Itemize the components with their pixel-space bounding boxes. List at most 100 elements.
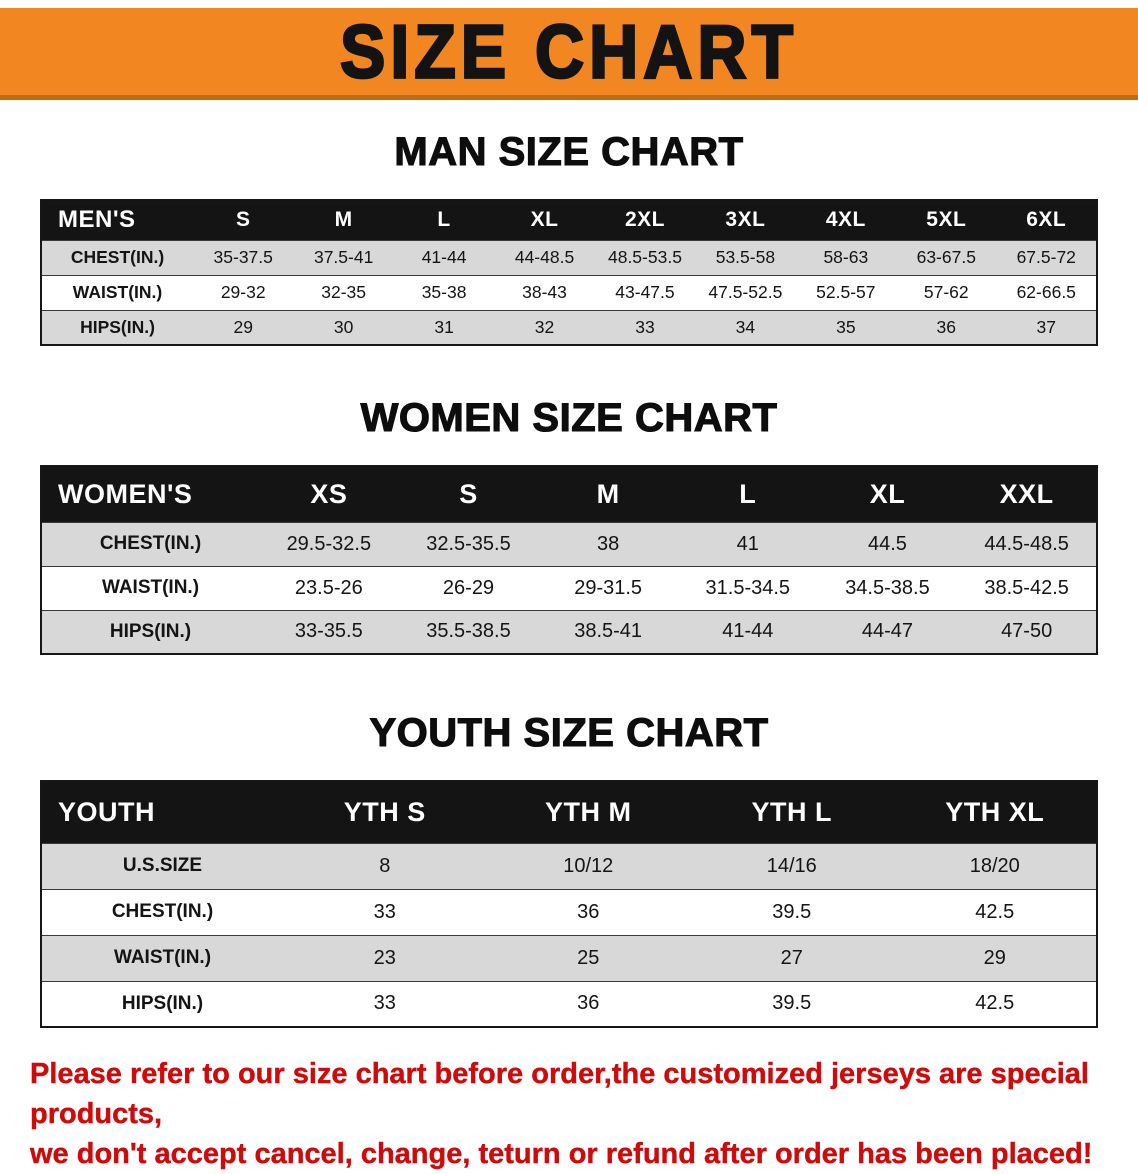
size-value: 14/16: [766, 854, 817, 877]
size-value: 29.5-32.5: [286, 532, 372, 555]
table-header-row: YOUTH YTH S YTH M YTH L YTH XL: [41, 781, 1097, 843]
section-heading-youth: YOUTH SIZE CHART: [369, 710, 769, 755]
table-row: CHEST(IN.) 35-37.5 37.5-41 41-44 44-48.5 48.5…: [41, 240, 1097, 275]
measurement-label: HIPS(IN.): [121, 992, 204, 1014]
measurement-label: CHEST(IN.): [70, 247, 165, 267]
size-value: 29-31.5: [574, 576, 643, 599]
size-value: 37: [1036, 316, 1056, 337]
size-column-header: S: [235, 208, 251, 232]
measurement-label: U.S.SIZE: [122, 855, 203, 876]
size-column-header: XL: [869, 478, 906, 509]
size-value: 47.5-52.5: [708, 282, 783, 302]
size-value: 18/20: [969, 854, 1020, 877]
size-column-header: XL: [530, 208, 559, 232]
size-value: 41-44: [421, 247, 467, 267]
size-value: 32: [534, 316, 555, 337]
section-heading-womens: WOMEN SIZE CHART: [360, 395, 778, 440]
table-row: WAIST(IN.) 29-32 32-35 35-38 38-43 43-47.5 47.…: [41, 275, 1097, 310]
measurement-label: CHEST(IN.): [99, 533, 202, 554]
size-value: 10/12: [563, 854, 614, 877]
size-value: 62-66.5: [1016, 282, 1076, 302]
size-value: 33-35.5: [294, 620, 363, 643]
size-value: 36: [936, 316, 957, 337]
table-row: HIPS(IN.) 33-35.5 35.5-38.5 38.5-41 41-44 44-…: [41, 610, 1097, 654]
size-column-header: 4XL: [825, 208, 866, 232]
size-value: 42.5: [975, 900, 1015, 923]
size-value: 44-48.5: [514, 247, 575, 267]
size-chart-sections: MAN SIZE CHART MEN'S S M L XL 2XL 3XL 4XL 5XL 6XL C…: [0, 129, 1138, 1028]
size-value: 42.5: [975, 992, 1015, 1015]
measurement-label: HIPS(IN.): [80, 316, 155, 337]
size-value: 29: [233, 316, 253, 337]
size-value: 36: [577, 900, 600, 923]
size-column-header: M: [334, 208, 353, 232]
size-column-header: YTH L: [751, 796, 832, 827]
table-corner-label: WOMEN'S: [58, 478, 193, 509]
table-row: CHEST(IN.) 29.5-32.5 32.5-35.5 38 41 44.5 44.5…: [41, 522, 1097, 566]
size-value: 33: [373, 900, 396, 923]
size-value: 39.5: [772, 900, 812, 923]
size-table-youth: YOUTH YTH S YTH M YTH L YTH XL U.S.SIZE 8 10/12…: [40, 780, 1098, 1028]
size-value: 44.5: [867, 532, 907, 555]
table-row: CHEST(IN.) 33 36 39.5 42.5: [41, 889, 1097, 935]
table-corner-label: MEN'S: [58, 206, 136, 234]
size-column-header: 3XL: [725, 208, 766, 232]
table-corner-label: YOUTH: [58, 796, 155, 827]
table-header-row: WOMEN'S XS S M L XL XXL: [41, 466, 1097, 522]
notice-line-2: we don't accept cancel, change, teturn o…: [30, 1138, 1093, 1171]
size-value: 29: [983, 946, 1006, 969]
size-value: 33: [373, 992, 396, 1015]
size-column-header: M: [596, 478, 620, 509]
size-column-header: YTH M: [545, 796, 632, 827]
size-column-header: 6XL: [1026, 208, 1067, 232]
size-column-header: 5XL: [926, 208, 967, 232]
size-value: 41: [736, 532, 759, 555]
size-value: 26-29: [442, 576, 495, 599]
table-row: HIPS(IN.) 29 30 31 32 33 34 35 36 37: [41, 310, 1097, 345]
size-value: 44.5-48.5: [984, 532, 1069, 555]
size-value: 35: [836, 316, 856, 337]
size-value: 27: [780, 946, 803, 969]
measurement-label: WAIST(IN.): [113, 947, 212, 968]
size-value: 35.5-38.5: [426, 620, 511, 643]
size-value: 35-38: [421, 282, 467, 302]
size-value: 25: [577, 946, 600, 969]
size-value: 23.5-26: [294, 576, 363, 599]
size-table-mens: MEN'S S M L XL 2XL 3XL 4XL 5XL 6XL CHEST(IN.) 35-37…: [40, 199, 1098, 346]
table-row: WAIST(IN.) 23 25 27 29: [41, 935, 1097, 981]
section-heading-mens: MAN SIZE CHART: [394, 129, 744, 174]
size-value: 58-63: [823, 247, 869, 267]
size-column-header: XXL: [999, 478, 1054, 509]
size-chart-banner: SIZE CHART: [0, 8, 1138, 100]
size-value: 34: [735, 316, 756, 337]
size-value: 38-43: [522, 282, 567, 302]
size-value: 30: [333, 316, 354, 337]
size-value: 37.5-41: [313, 247, 374, 267]
size-value: 57-62: [923, 282, 969, 302]
size-chart-section-youth: YOUTH SIZE CHART YOUTH YTH S YTH M YTH L YTH …: [0, 710, 1138, 1028]
size-value: 23: [373, 946, 396, 969]
size-value: 38.5-42.5: [984, 576, 1069, 599]
size-column-header: S: [459, 478, 478, 509]
size-value: 38: [597, 532, 620, 555]
size-value: 29-32: [220, 282, 266, 302]
measurement-label: WAIST(IN.): [72, 282, 163, 302]
size-column-header: XS: [310, 478, 348, 509]
size-value: 32.5-35.5: [426, 532, 511, 555]
size-value: 44-47: [861, 620, 914, 643]
size-value: 8: [379, 854, 391, 877]
order-notice: Please refer to our size chart before or…: [30, 1054, 1110, 1174]
size-chart-section-womens: WOMEN SIZE CHART WOMEN'S XS S M L XL XXL CHEST(I…: [0, 395, 1138, 655]
size-value: 52.5-57: [816, 282, 876, 302]
measurement-label: HIPS(IN.): [109, 620, 192, 642]
size-column-header: L: [437, 208, 451, 232]
size-value: 32-35: [321, 282, 367, 302]
size-column-header: YTH S: [343, 796, 426, 827]
size-column-header: 2XL: [624, 208, 665, 232]
size-value: 67.5-72: [1016, 247, 1076, 267]
size-value: 35-37.5: [213, 247, 273, 267]
size-value: 48.5-53.5: [607, 247, 682, 267]
page-title: SIZE CHART: [339, 8, 798, 94]
size-column-header: YTH XL: [945, 796, 1045, 827]
size-value: 38.5-41: [574, 620, 643, 643]
